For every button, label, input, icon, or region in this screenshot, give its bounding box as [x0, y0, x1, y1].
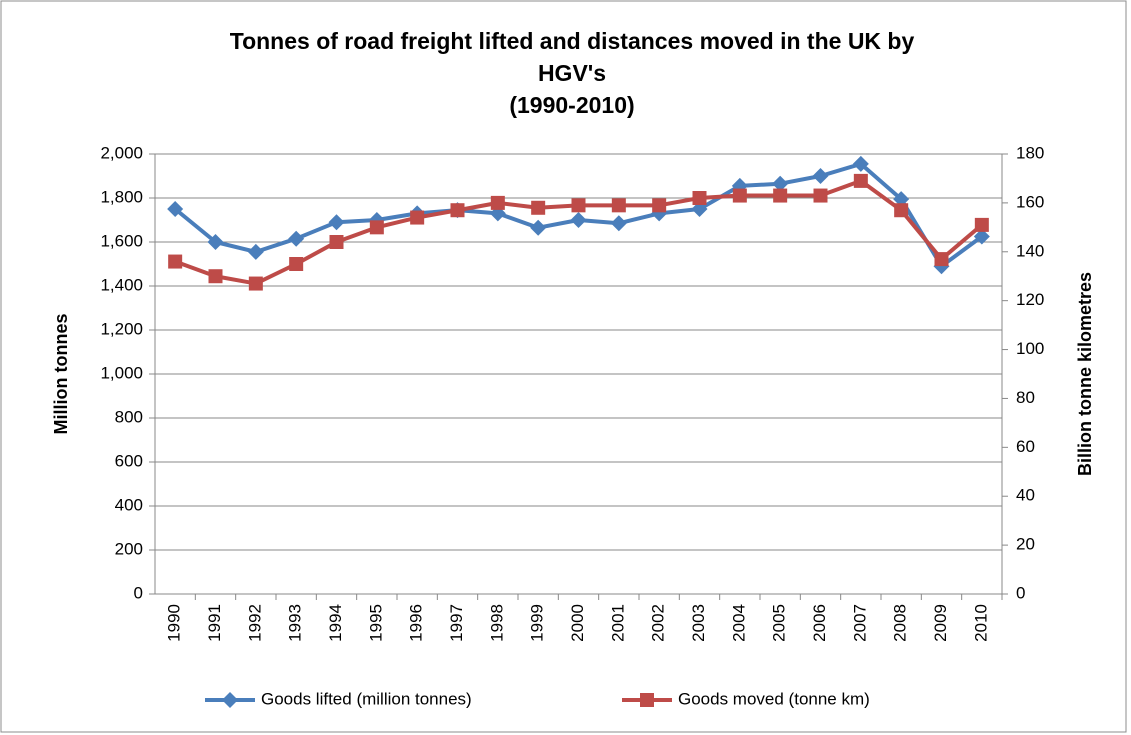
y-tick-label: 1,000	[100, 363, 143, 382]
point	[369, 220, 384, 235]
x-tick-label: 2008	[891, 604, 910, 642]
point	[894, 203, 909, 218]
x-tick-label: 2004	[729, 604, 748, 642]
chart-title: HGV's	[538, 60, 606, 86]
point	[974, 217, 989, 232]
y-tick-label: 400	[115, 495, 143, 514]
y-tick-label: 1,400	[100, 275, 143, 294]
y-tick-label: 2,000	[100, 143, 143, 162]
point	[570, 212, 587, 228]
y-tick-label: 1,200	[100, 319, 143, 338]
point	[692, 191, 707, 205]
x-tick-label: 1998	[487, 604, 506, 642]
point	[167, 201, 184, 217]
point	[893, 191, 910, 208]
y-tick-label: 1,600	[100, 231, 143, 250]
y-axis-title: Million tonnes	[51, 314, 71, 435]
point	[773, 188, 788, 203]
y-tick-label: 200	[115, 539, 143, 558]
point	[813, 188, 828, 203]
y2-tick-label: 80	[1016, 388, 1035, 407]
y-tick-label: 0	[134, 583, 143, 602]
y2-tick-label: 20	[1016, 535, 1035, 554]
y2-tick-label: 160	[1016, 192, 1044, 211]
x-tick-label: 2009	[931, 604, 950, 642]
point	[611, 198, 626, 213]
point	[531, 200, 546, 215]
y2-tick-label: 180	[1016, 143, 1044, 162]
y-tick-label: 600	[115, 451, 143, 470]
point	[168, 254, 183, 269]
point	[247, 243, 264, 260]
y2-tick-label: 100	[1016, 339, 1044, 358]
y-tick-label: 1,800	[100, 187, 143, 206]
point	[289, 257, 304, 271]
x-tick-label: 1997	[447, 604, 466, 642]
point	[328, 214, 345, 231]
point	[973, 228, 990, 245]
y2-tick-label: 0	[1016, 583, 1025, 602]
legend-label: Goods lifted (million tonnes)	[261, 689, 472, 708]
x-tick-label: 1995	[366, 604, 385, 642]
point	[610, 215, 627, 232]
y2-tick-label: 120	[1016, 290, 1044, 309]
x-tick-label: 1990	[165, 604, 184, 642]
y2-axis-title: Billion tonne kilometres	[1075, 272, 1095, 476]
x-tick-label: 2010	[971, 604, 990, 642]
x-tick-label: 2001	[608, 604, 627, 642]
x-tick-label: 2005	[770, 604, 789, 642]
x-tick-label: 2002	[649, 604, 668, 642]
x-tick-label: 1994	[326, 604, 345, 642]
point	[732, 188, 747, 203]
x-tick-label: 1992	[245, 604, 264, 642]
point	[329, 235, 344, 249]
x-tick-label: 1996	[407, 604, 426, 642]
y-tick-label: 800	[115, 407, 143, 426]
legend-marker	[640, 693, 654, 707]
x-tick-label: 2000	[568, 604, 587, 642]
point	[450, 203, 465, 218]
chart-title: Tonnes of road freight lifted and distan…	[230, 28, 915, 54]
point	[812, 168, 829, 184]
point	[248, 276, 263, 291]
point	[207, 234, 224, 250]
point	[652, 198, 667, 213]
point	[490, 195, 505, 210]
chart-title: (1990-2010)	[509, 92, 634, 118]
y2-tick-label: 40	[1016, 486, 1035, 505]
x-tick-label: 2003	[689, 604, 708, 642]
point	[410, 210, 425, 225]
point	[571, 198, 586, 213]
point	[288, 230, 305, 247]
y2-tick-label: 140	[1016, 241, 1044, 260]
point	[852, 155, 869, 172]
x-tick-label: 1993	[286, 604, 305, 642]
x-tick-label: 1991	[205, 604, 224, 642]
point	[530, 219, 547, 236]
y2-tick-label: 60	[1016, 437, 1035, 456]
point	[934, 252, 949, 267]
x-tick-label: 2006	[810, 604, 829, 642]
x-tick-label: 1999	[528, 604, 547, 642]
point	[208, 269, 223, 284]
x-tick-label: 2007	[850, 604, 869, 642]
legend-label: Goods moved (tonne km)	[678, 689, 870, 708]
point	[853, 173, 868, 188]
legend-marker	[222, 692, 238, 708]
point	[772, 175, 789, 192]
